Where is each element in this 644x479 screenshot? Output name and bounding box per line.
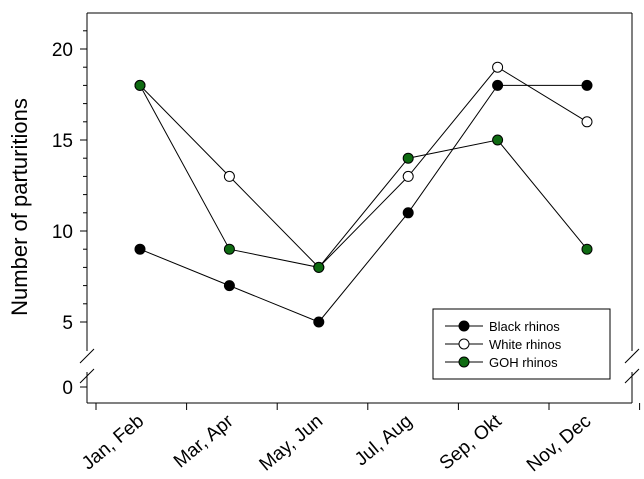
data-point xyxy=(134,243,146,255)
y-tick-label: 15 xyxy=(52,131,73,152)
legend-marker xyxy=(458,356,470,368)
series-line xyxy=(139,84,587,323)
data-point xyxy=(492,79,504,91)
axis-break-mark xyxy=(79,348,95,364)
series-layer xyxy=(134,61,593,328)
x-tick-label: Nov, Dec xyxy=(523,411,595,476)
series-line xyxy=(139,66,588,269)
y-tick-label: 0 xyxy=(62,378,73,399)
x-tick-label: Mar, Apr xyxy=(170,410,238,472)
data-point xyxy=(581,243,593,255)
series-line xyxy=(139,85,588,268)
data-point xyxy=(313,261,325,273)
data-point xyxy=(313,316,325,328)
y-tick-label: 5 xyxy=(62,313,73,334)
plot-frame xyxy=(79,12,640,404)
y-tick-label: 10 xyxy=(52,222,73,243)
legend-label: GOH rhinos xyxy=(489,355,558,370)
series-white-rhinos xyxy=(139,66,588,269)
data-point xyxy=(492,61,504,73)
axis-break-mark xyxy=(79,368,95,384)
x-axis: Jan, Feb Mar, Apr May, Jun Jul, Aug Sep, Okt… xyxy=(78,403,641,476)
data-point xyxy=(134,79,146,91)
axis-break-mark xyxy=(624,368,640,384)
legend: Black rhinos White rhinos GOH rhinos xyxy=(432,308,611,380)
legend-marker xyxy=(458,338,470,350)
data-point xyxy=(223,170,235,182)
series-markers xyxy=(134,61,593,273)
series-goh-rhinos xyxy=(139,85,588,268)
data-point xyxy=(223,280,235,292)
axis-break-mark xyxy=(624,348,640,364)
series-markers xyxy=(134,79,593,273)
data-point xyxy=(581,116,593,128)
y-axis: 0 5 10 15 20 xyxy=(52,30,87,399)
data-point xyxy=(223,243,235,255)
y-tick-label: 20 xyxy=(52,40,73,61)
x-tick-label: May, Jun xyxy=(256,411,327,476)
data-point xyxy=(581,79,593,91)
data-point xyxy=(402,170,414,182)
x-tick-label: Sep, Okt xyxy=(436,410,507,474)
legend-label: White rhinos xyxy=(489,337,562,352)
legend-marker xyxy=(458,320,470,332)
x-tick-label: Jan, Feb xyxy=(78,411,148,475)
data-point xyxy=(402,207,414,219)
series-markers xyxy=(134,79,593,328)
legend-label: Black rhinos xyxy=(489,319,560,334)
data-point xyxy=(402,152,414,164)
data-point xyxy=(492,134,504,146)
series-black-rhinos xyxy=(139,84,587,323)
x-tick-label: Jul, Aug xyxy=(351,411,416,471)
y-axis-title: Number of parturitions xyxy=(7,98,32,316)
